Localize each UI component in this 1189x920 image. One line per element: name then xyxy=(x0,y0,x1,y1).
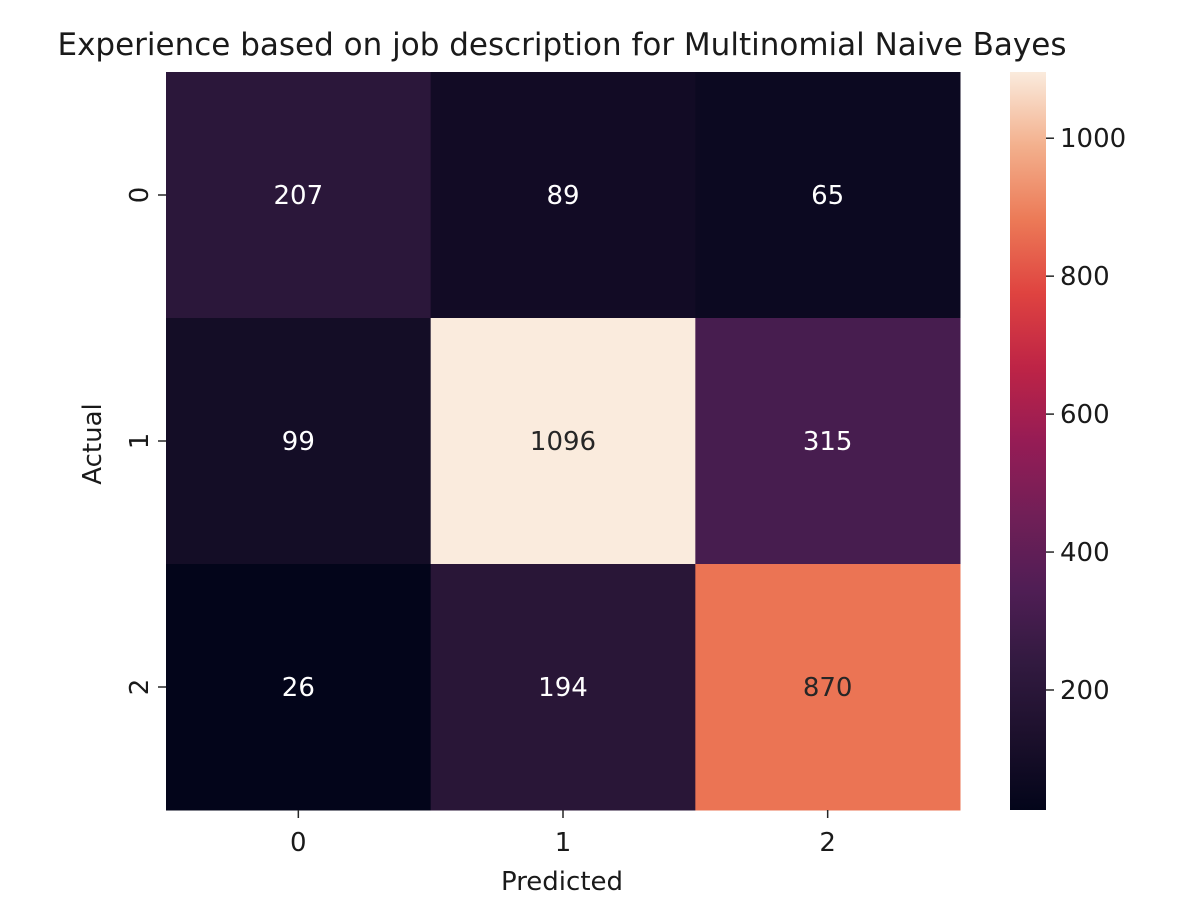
cell-value-label: 99 xyxy=(282,427,315,457)
heatmap-cell xyxy=(695,318,961,565)
cell-value-label: 315 xyxy=(803,427,853,457)
cell-value-label: 65 xyxy=(811,181,844,211)
cell-value-label: 89 xyxy=(546,181,579,211)
chart-title: Experience based on job description for … xyxy=(58,27,1067,63)
cell-value-label: 870 xyxy=(803,673,853,703)
heatmap-cell-labels: 207 89 65 99 1096 315 26 194 870 xyxy=(274,181,853,703)
x-axis-label: Predicted xyxy=(501,867,623,897)
y-axis-label: Actual xyxy=(78,403,108,484)
heatmap-cell xyxy=(166,564,432,811)
cell-value-label: 1096 xyxy=(530,427,596,457)
colorbar-ticks: 200 400 600 800 1000 xyxy=(1046,124,1126,706)
heatmap-cell xyxy=(430,564,696,811)
colorbar-tick-label: 1000 xyxy=(1060,124,1126,154)
cell-value-label: 26 xyxy=(282,673,315,703)
y-tick-label: 2 xyxy=(125,679,155,696)
heatmap-cell xyxy=(166,318,432,565)
y-tick-label: 1 xyxy=(125,433,155,450)
colorbar-tick-label: 200 xyxy=(1060,676,1110,706)
colorbar-tick-label: 800 xyxy=(1060,262,1110,292)
colorbar-gradient xyxy=(1010,72,1046,810)
heatmap-cell xyxy=(430,72,696,319)
x-axis: 0 1 2 xyxy=(290,810,836,858)
heatmap-cells xyxy=(166,72,961,811)
colorbar-tick-label: 600 xyxy=(1060,400,1110,430)
x-tick-label: 2 xyxy=(819,828,836,858)
colorbar-tick-label: 400 xyxy=(1060,538,1110,568)
colorbar: 200 400 600 800 1000 xyxy=(1010,72,1126,810)
cell-value-label: 194 xyxy=(538,673,588,703)
x-tick-label: 0 xyxy=(290,828,307,858)
y-tick-label: 0 xyxy=(125,187,155,204)
heatmap-cell xyxy=(166,72,432,319)
heatmap-cell xyxy=(430,318,696,565)
heatmap-cell xyxy=(695,564,961,811)
cell-value-label: 207 xyxy=(274,181,324,211)
x-tick-label: 1 xyxy=(555,828,572,858)
heatmap-cell xyxy=(695,72,961,319)
y-axis: 0 1 2 xyxy=(125,187,166,696)
